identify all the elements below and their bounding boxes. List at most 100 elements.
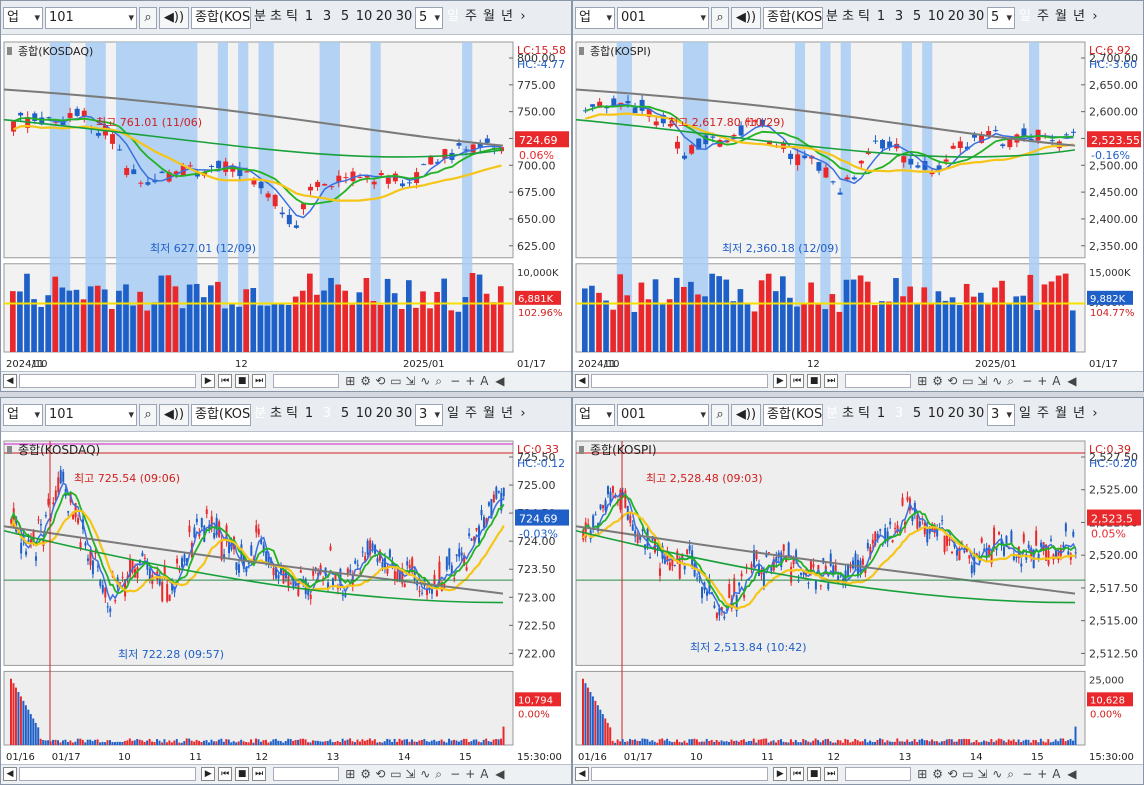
tab-second[interactable]: 초 [270, 406, 282, 421]
settings-icon[interactable]: ⚙ [360, 767, 371, 781]
stop-button[interactable]: ■ [807, 767, 822, 781]
settings-icon[interactable]: ⚙ [360, 374, 371, 388]
search-icon[interactable]: ⌕ [711, 7, 729, 29]
wave-icon[interactable]: ∿ [420, 767, 431, 781]
resize-icon[interactable]: ⇲ [977, 374, 988, 388]
interval-20[interactable]: 20 [375, 9, 393, 24]
reset-icon[interactable]: ⟲ [375, 374, 386, 388]
interval-30[interactable]: 30 [395, 406, 413, 421]
stop-button[interactable]: ■ [235, 767, 250, 781]
zoom-icon[interactable]: ⌕ [1007, 767, 1014, 781]
play-button[interactable]: ▶ [773, 374, 788, 388]
scroll-track[interactable] [591, 767, 769, 781]
forward-button[interactable]: ⏭ [252, 767, 267, 781]
code-input[interactable]: 001 [617, 7, 709, 29]
tab-second[interactable]: 초 [842, 406, 854, 421]
frame-icon[interactable]: ▭ [962, 374, 974, 388]
scroll-left-button[interactable]: ◀ [575, 767, 589, 781]
code-input[interactable]: 101 [45, 404, 137, 426]
grid-icon[interactable]: ⊞ [345, 767, 356, 781]
horizontal-scrollbar[interactable]: ◀ ▶ ⏮ ■ ⏭ ⊞ ⚙ ⟲ ▭ ⇲ ∿ ⌕ − + A ◀ [1, 764, 571, 784]
zoom-in-icon[interactable]: + [1037, 767, 1048, 781]
scroll-left-button[interactable]: ◀ [3, 374, 17, 388]
stop-button[interactable]: ■ [235, 374, 250, 388]
text-icon[interactable]: A [480, 767, 489, 781]
tab-tick[interactable]: 틱 [286, 9, 298, 24]
scroll-right-icon[interactable]: › [520, 9, 526, 24]
zoom-icon[interactable]: ⌕ [1007, 374, 1014, 388]
interval-30[interactable]: 30 [395, 9, 413, 24]
search-icon[interactable]: ⌕ [139, 404, 157, 426]
collapse-icon[interactable]: ◀ [1067, 374, 1077, 388]
text-icon[interactable]: A [1052, 767, 1061, 781]
speaker-icon[interactable]: ◀)) [159, 404, 189, 426]
code-input[interactable]: 001 [617, 404, 709, 426]
frame-icon[interactable]: ▭ [390, 374, 402, 388]
interval-10[interactable]: 10 [927, 406, 945, 421]
wave-icon[interactable]: ∿ [992, 374, 1003, 388]
period-month[interactable]: 월 [1055, 9, 1067, 24]
forward-button[interactable]: ⏭ [824, 374, 839, 388]
period-year[interactable]: 년 [1073, 406, 1085, 421]
scroll-left-button[interactable]: ◀ [575, 374, 589, 388]
chart-area[interactable]: 800.00775.00750.00725.00700.00675.00650.… [1, 36, 571, 391]
interval-20[interactable]: 20 [947, 406, 965, 421]
period-input[interactable]: 5 [987, 7, 1015, 29]
index-name-field[interactable]: 종합(KOS [763, 404, 823, 426]
index-name-field[interactable]: 종합(KOS [191, 7, 251, 29]
collapse-icon[interactable]: ◀ [495, 374, 505, 388]
zoom-in-icon[interactable]: + [465, 767, 476, 781]
market-select[interactable]: 업 [575, 404, 615, 426]
resize-icon[interactable]: ⇲ [405, 374, 416, 388]
interval-3[interactable]: 3 [894, 9, 904, 24]
interval-20[interactable]: 20 [947, 9, 965, 24]
period-week[interactable]: 주 [465, 406, 477, 421]
interval-1[interactable]: 1 [304, 9, 314, 24]
scroll-right-icon[interactable]: › [1092, 9, 1098, 24]
play-button[interactable]: ▶ [201, 767, 216, 781]
grid-icon[interactable]: ⊞ [345, 374, 356, 388]
market-select[interactable]: 업 [3, 7, 43, 29]
market-select[interactable]: 업 [3, 404, 43, 426]
tab-minute[interactable]: 분 [826, 406, 838, 421]
scroll-right-icon[interactable]: › [520, 406, 526, 421]
market-select[interactable]: 업 [575, 7, 615, 29]
play-button[interactable]: ▶ [773, 767, 788, 781]
horizontal-scrollbar[interactable]: ◀ ▶ ⏮ ■ ⏭ ⊞ ⚙ ⟲ ▭ ⇲ ∿ ⌕ − + A ◀ [573, 764, 1143, 784]
interval-5[interactable]: 5 [340, 9, 350, 24]
zoom-slider[interactable] [845, 767, 912, 781]
code-input[interactable]: 101 [45, 7, 137, 29]
interval-10[interactable]: 10 [927, 9, 945, 24]
collapse-icon[interactable]: ◀ [1067, 767, 1077, 781]
zoom-out-icon[interactable]: − [450, 767, 461, 781]
interval-10[interactable]: 10 [355, 9, 373, 24]
speaker-icon[interactable]: ◀)) [731, 7, 761, 29]
interval-1[interactable]: 1 [304, 406, 314, 421]
period-year[interactable]: 년 [501, 9, 513, 24]
zoom-in-icon[interactable]: + [465, 374, 476, 388]
period-day[interactable]: 일 [447, 9, 459, 24]
zoom-in-icon[interactable]: + [1037, 374, 1048, 388]
search-icon[interactable]: ⌕ [139, 7, 157, 29]
reset-icon[interactable]: ⟲ [375, 767, 386, 781]
settings-icon[interactable]: ⚙ [932, 374, 943, 388]
frame-icon[interactable]: ▭ [390, 767, 402, 781]
collapse-icon[interactable]: ◀ [495, 767, 505, 781]
grid-icon[interactable]: ⊞ [917, 374, 928, 388]
scroll-track[interactable] [19, 374, 197, 388]
scroll-track[interactable] [19, 767, 197, 781]
interval-3[interactable]: 3 [322, 9, 332, 24]
period-day[interactable]: 일 [1019, 9, 1031, 24]
period-week[interactable]: 주 [1037, 9, 1049, 24]
interval-1[interactable]: 1 [876, 9, 886, 24]
forward-button[interactable]: ⏭ [824, 767, 839, 781]
period-month[interactable]: 월 [483, 406, 495, 421]
tab-minute[interactable]: 분 [254, 9, 266, 24]
play-button[interactable]: ▶ [201, 374, 216, 388]
chart-area[interactable]: 725.50725.00724.50724.00723.50723.00722.… [1, 433, 571, 784]
interval-5[interactable]: 5 [340, 406, 350, 421]
zoom-out-icon[interactable]: − [450, 374, 461, 388]
reset-icon[interactable]: ⟲ [947, 374, 958, 388]
interval-20[interactable]: 20 [375, 406, 393, 421]
period-day[interactable]: 일 [447, 406, 459, 421]
